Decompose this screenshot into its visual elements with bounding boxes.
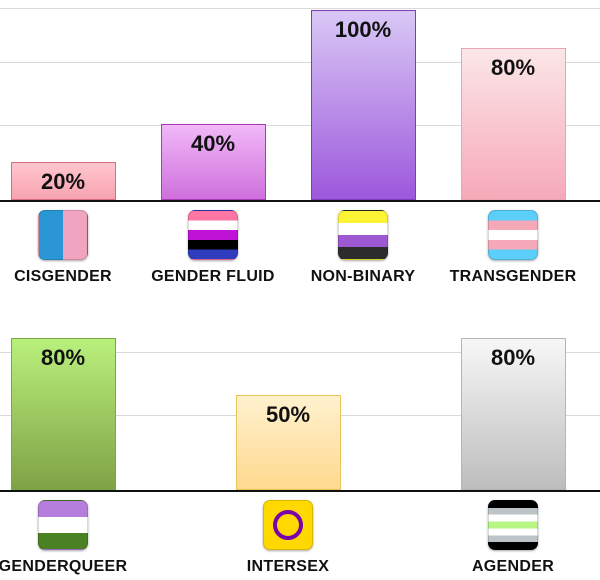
intersex-ring-icon xyxy=(273,510,303,540)
gridline xyxy=(0,8,600,9)
transgender-flag-icon xyxy=(488,210,538,260)
category-label: TRANSGENDER xyxy=(449,268,577,285)
chart-panel-top: 20% CISGENDER 40% GENDER FLUID 100% NON-BINAR… xyxy=(0,8,600,285)
agender-flag-icon xyxy=(488,500,538,550)
genderqueer-flag-icon xyxy=(38,500,88,550)
chart-panel-bottom: 80% GENDERQUEER 50% INTERSEX 80% AGENDER xyxy=(0,290,600,580)
gridline xyxy=(0,125,600,126)
bar-value-label: 80% xyxy=(490,345,536,370)
category-label: GENDER FLUID xyxy=(151,268,275,285)
bar-value-label: 20% xyxy=(40,169,86,194)
category-label: NON-BINARY xyxy=(310,268,416,285)
category-label: GENDERQUEER xyxy=(0,558,128,575)
category-label: INTERSEX xyxy=(246,558,330,575)
intersex-flag-icon xyxy=(263,500,313,550)
gridline xyxy=(0,62,600,63)
category-label: CISGENDER xyxy=(14,268,112,285)
bar-gender-fluid: 40% xyxy=(160,124,266,200)
bar-value-label: 80% xyxy=(490,55,536,80)
bar-value-label: 50% xyxy=(265,402,311,427)
bar-value-label: 80% xyxy=(40,345,86,370)
chart-baseline xyxy=(0,490,600,492)
gridline xyxy=(0,352,600,353)
bar-cisgender: 20% xyxy=(10,162,116,200)
genderfluid-flag-icon xyxy=(188,210,238,260)
bar-value-label: 100% xyxy=(334,17,392,42)
bar-intersex: 50% xyxy=(235,395,341,490)
bar-value-label: 40% xyxy=(190,131,236,156)
nonbinary-flag-icon xyxy=(338,210,388,260)
category-label: AGENDER xyxy=(471,558,555,575)
chart-baseline xyxy=(0,200,600,202)
bar-transgender: 80% xyxy=(460,48,566,200)
cisgender-flag-icon xyxy=(38,210,88,260)
bar-non-binary: 100% xyxy=(310,10,416,200)
bar-genderqueer: 80% xyxy=(10,338,116,490)
bar-agender: 80% xyxy=(460,338,566,490)
